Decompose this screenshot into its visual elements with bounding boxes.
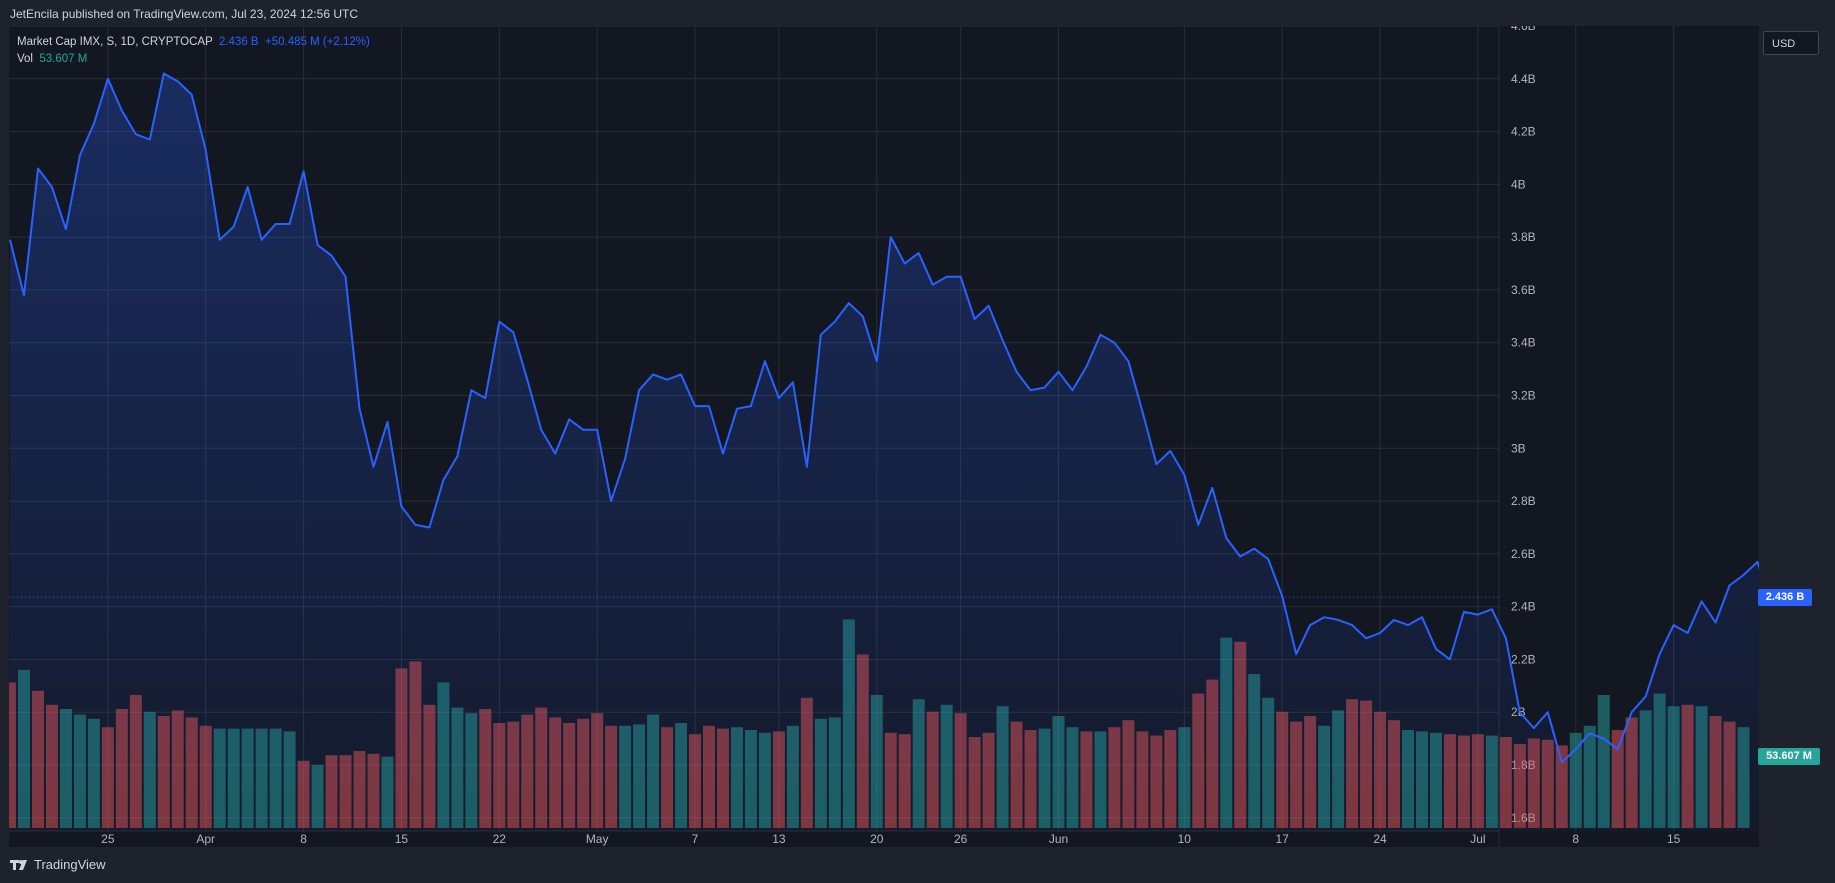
price-chart[interactable]: 1.6B1.8B2B2.2B2.4B2.6B2.8B3B3.2B3.4B3.6B… — [9, 26, 1759, 847]
legend-change: +50.485 M (+2.12%) — [265, 36, 370, 48]
y-tick-label: 4.2B — [1511, 125, 1536, 139]
brand-name: TradingView — [34, 857, 106, 872]
y-tick-label: 2.2B — [1511, 652, 1536, 666]
x-tick-label: 8 — [1572, 832, 1579, 846]
x-tick-label: May — [586, 832, 609, 846]
x-tick-label: 24 — [1373, 832, 1387, 846]
currency-button[interactable]: USD — [1763, 31, 1819, 55]
x-tick-label: 20 — [870, 832, 884, 846]
y-tick-label: 3.8B — [1511, 230, 1536, 244]
x-tick-label: 10 — [1178, 832, 1192, 846]
brand[interactable]: TradingView — [10, 857, 106, 872]
y-tick-label: 2.6B — [1511, 547, 1536, 561]
x-tick-label: 8 — [300, 832, 307, 846]
last-volume-badge: 53.607 M — [1758, 748, 1820, 765]
x-tick-label: 22 — [493, 832, 507, 846]
last-price-badge: 2.436 B — [1758, 589, 1812, 607]
x-tick-label: 7 — [692, 832, 699, 846]
price-area — [10, 73, 1759, 831]
publisher-line: JetEncila published on TradingView.com, … — [10, 7, 358, 21]
x-tick-label: 13 — [772, 832, 786, 846]
legend-last-value: 2.436 B — [218, 36, 259, 48]
chart-area[interactable]: 1.6B1.8B2B2.2B2.4B2.6B2.8B3B3.2B3.4B3.6B… — [9, 26, 1759, 847]
x-tick-label: Jul — [1470, 832, 1485, 846]
price-line — [9, 72, 1759, 764]
legend-vol-value: 53.607 M — [39, 53, 88, 65]
y-tick-label: 4.6B — [1511, 26, 1536, 33]
y-tick-label: 2.8B — [1511, 494, 1536, 508]
x-tick-label: Apr — [196, 832, 215, 846]
tradingview-logo-icon — [10, 859, 27, 870]
y-tick-label: 4.4B — [1511, 72, 1536, 86]
y-tick-label: 3.6B — [1511, 283, 1536, 297]
y-tick-label: 2.4B — [1511, 600, 1536, 614]
y-tick-label: 3.4B — [1511, 336, 1536, 350]
legend-vol-label[interactable]: Vol — [17, 53, 33, 65]
x-tick-label: 26 — [954, 832, 968, 846]
y-tick-label: 4B — [1511, 177, 1526, 191]
y-tick-label: 3.2B — [1511, 389, 1536, 403]
y-tick-label: 3B — [1511, 441, 1526, 455]
x-tick-label: 25 — [101, 832, 115, 846]
x-tick-label: 17 — [1276, 832, 1290, 846]
x-tick-label: 15 — [395, 832, 409, 846]
x-tick-label: 15 — [1667, 832, 1681, 846]
legend-symbol[interactable]: Market Cap IMX, S, 1D, CRYPTOCAP — [17, 36, 213, 48]
chart-legend: Market Cap IMX, S, 1D, CRYPTOCAP 2.436 B… — [17, 34, 370, 68]
x-tick-label: Jun — [1049, 832, 1068, 846]
